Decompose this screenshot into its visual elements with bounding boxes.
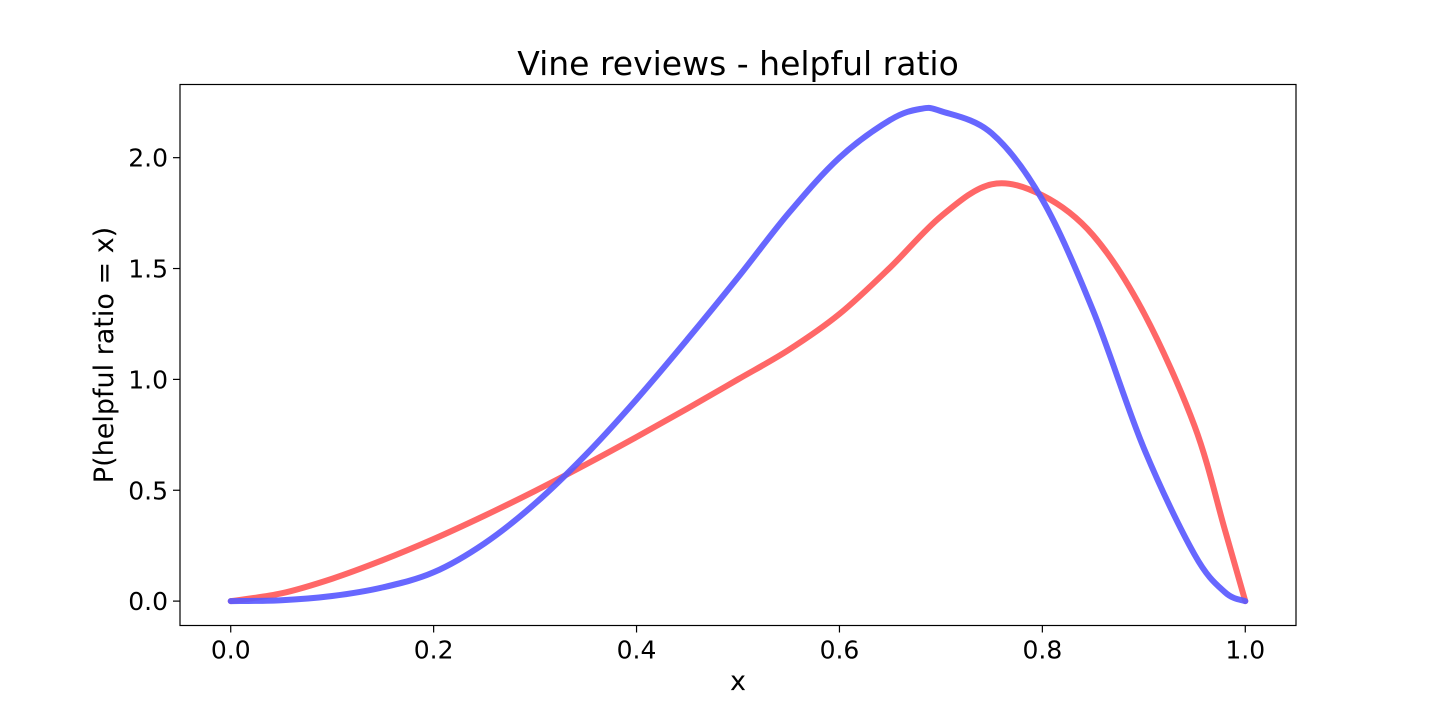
series-line-1 [227, 180, 1249, 605]
x-tick-label: 0.0 [211, 636, 251, 665]
ticks-layer: 0.0 0.2 0.4 0.6 0.8 1.0 0.0 0.5 1.0 1.5 2.0 [128, 144, 1265, 665]
plot-area-frame [179, 83, 1297, 627]
x-tick-label: 0.4 [617, 636, 657, 665]
x-tick-label: 0.6 [820, 636, 860, 665]
series-line-2 [227, 104, 1249, 605]
y-axis-label: P(helpful ratio = x) [89, 227, 120, 483]
x-tick-label: 1.0 [1225, 636, 1265, 665]
y-tick-label: 2.0 [128, 144, 168, 173]
x-tick-label: 0.8 [1022, 636, 1062, 665]
y-tick-label: 0.5 [128, 476, 168, 505]
y-tick-label: 1.0 [128, 365, 168, 394]
series-layer [227, 104, 1249, 605]
x-tick-label: 0.2 [414, 636, 454, 665]
x-axis-label: x [730, 666, 746, 697]
chart-title: Vine reviews - helpful ratio [517, 44, 959, 83]
y-tick-label: 1.5 [128, 255, 168, 284]
y-tick-label: 0.0 [128, 587, 168, 616]
